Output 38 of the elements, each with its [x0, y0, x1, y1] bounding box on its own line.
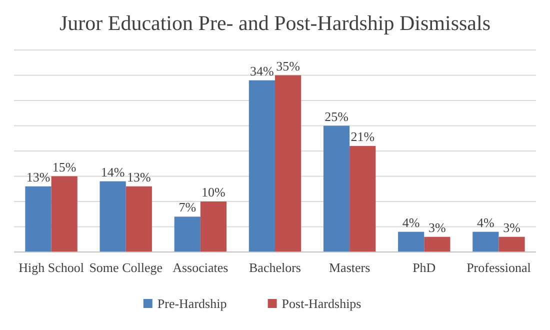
data-label: 3% [428, 220, 446, 235]
bar [174, 216, 200, 252]
x-tick-label: PhD [412, 260, 436, 275]
bar [200, 202, 227, 252]
data-label: 25% [324, 108, 349, 124]
bar [25, 186, 52, 252]
data-label: 10% [202, 184, 226, 200]
bar [100, 181, 126, 252]
data-label: 35% [276, 58, 300, 74]
data-label: 14% [100, 164, 125, 180]
bar [51, 176, 78, 252]
bar [350, 146, 376, 252]
data-label: 4% [476, 214, 494, 230]
data-label: 3% [503, 220, 521, 235]
data-label: 4% [402, 214, 420, 230]
x-tick-label: Professional [466, 260, 532, 275]
chart-title: Juror Education Pre- and Post-Hardship Dismissals [59, 11, 491, 35]
x-tick-label: Bachelors [249, 260, 301, 275]
data-label: 7% [178, 200, 196, 215]
bar [275, 75, 302, 252]
x-tick-label: Some College [89, 260, 163, 275]
bar [472, 232, 499, 252]
x-tick-label: Associates [172, 260, 228, 275]
data-label: 34% [250, 63, 274, 78]
data-label: 21% [350, 128, 375, 144]
bar [424, 236, 450, 252]
bar [323, 126, 350, 252]
bar [398, 232, 424, 252]
bar [248, 80, 275, 252]
data-label: 13% [126, 169, 151, 184]
bar [498, 236, 525, 252]
x-tick-label: High School [18, 260, 84, 275]
data-label: 15% [52, 159, 76, 174]
legend-label: Pre-Hardship [157, 296, 227, 311]
x-tick-label: Masters [328, 260, 370, 275]
bar [126, 186, 152, 252]
data-label: 13% [26, 169, 50, 184]
legend-label: Post-Hardships [282, 296, 362, 311]
